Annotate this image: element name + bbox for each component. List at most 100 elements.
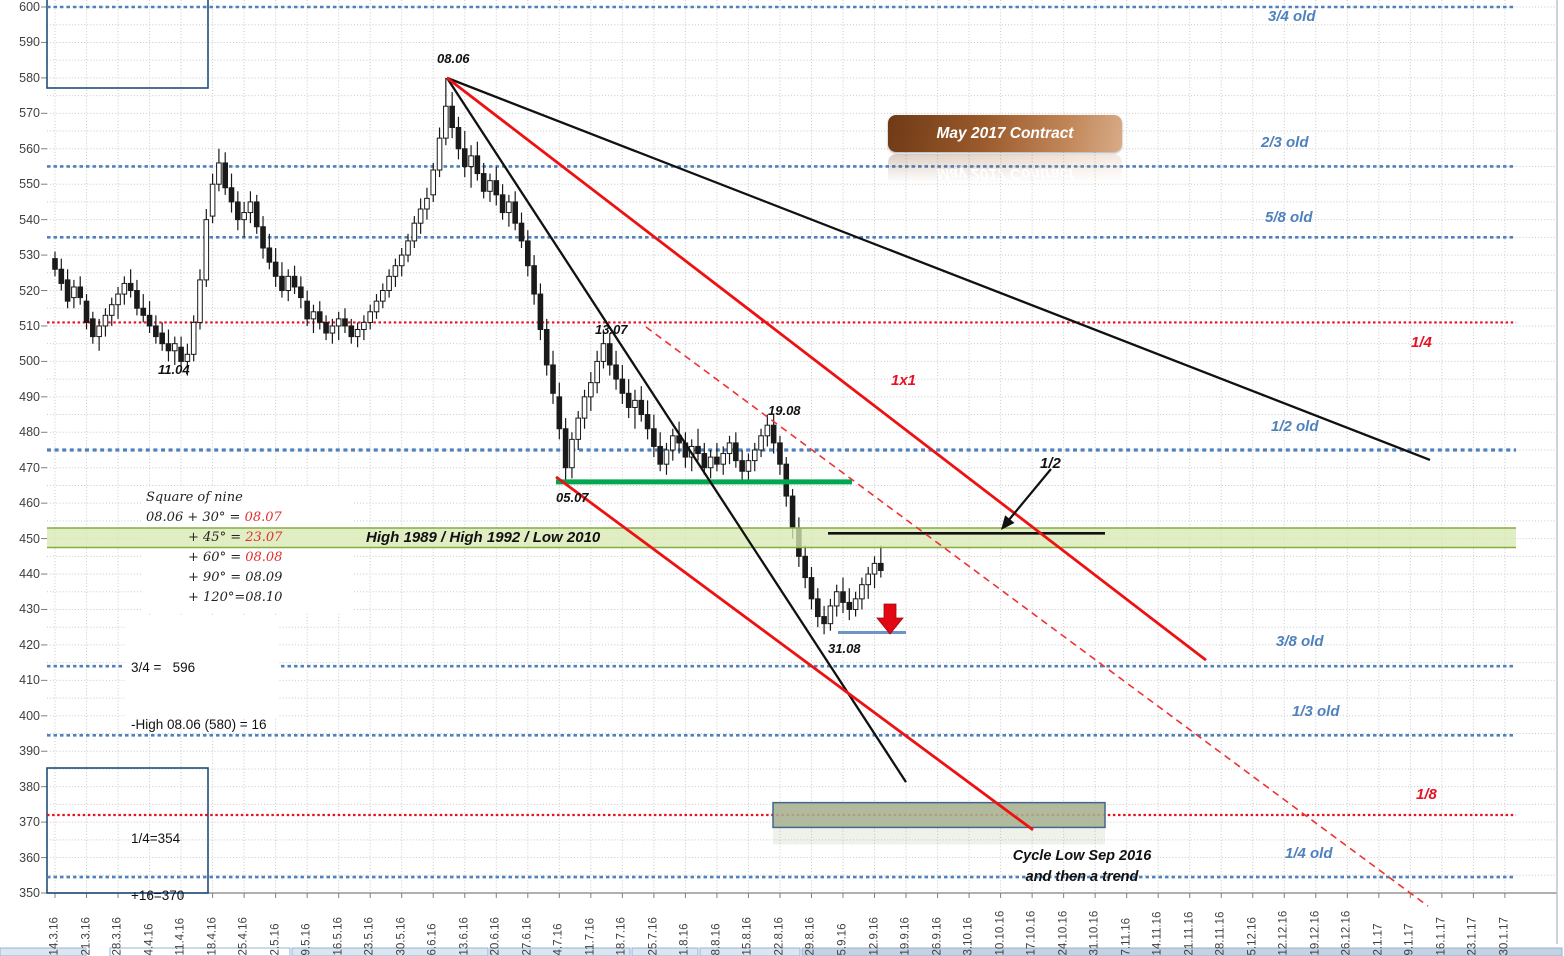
candle-body — [361, 321, 367, 331]
candle-body — [291, 275, 298, 288]
candle-body — [543, 329, 550, 366]
candle-body — [153, 325, 159, 338]
candle-body — [474, 155, 481, 175]
candle-body — [146, 314, 153, 327]
candle-body — [449, 105, 455, 128]
black-fan-steep — [446, 77, 907, 783]
candle-body — [461, 148, 468, 167]
candle-body — [531, 265, 537, 295]
selection-box — [46, 0, 209, 89]
candle-body — [241, 212, 247, 221]
candle-body — [840, 591, 846, 603]
candle-body — [814, 598, 821, 618]
candle-body — [632, 399, 638, 408]
candle-body — [209, 183, 216, 217]
candle-body — [178, 346, 184, 362]
candle-body — [821, 616, 827, 625]
red-from-july-low — [555, 475, 1034, 832]
projection-zone-box — [772, 801, 1106, 829]
red-down-arrow — [876, 603, 904, 635]
candle-body — [745, 460, 752, 472]
candle-body — [499, 194, 506, 214]
candle-body — [669, 435, 676, 451]
candle-body — [77, 286, 84, 299]
candle-body — [619, 378, 626, 394]
candle-body — [115, 293, 121, 306]
candle-body — [846, 601, 853, 610]
candle-body — [430, 169, 437, 196]
candle-body — [247, 201, 254, 214]
candle-body — [751, 449, 758, 462]
candle-body — [335, 318, 342, 327]
bottom-fragment — [0, 947, 87, 956]
candle-body — [701, 453, 708, 469]
candle-body — [562, 428, 569, 469]
candle-body — [468, 155, 474, 167]
candle-body — [556, 396, 563, 430]
candle-body — [707, 456, 714, 469]
candle-body — [222, 162, 229, 189]
candle-body — [159, 332, 165, 345]
candle-body — [316, 311, 323, 323]
candle-body — [865, 573, 872, 586]
candle-body — [354, 329, 361, 338]
candle-body — [770, 424, 777, 444]
red-dashed-projection — [645, 326, 1429, 907]
candle-body — [480, 173, 487, 192]
candle-body — [859, 584, 865, 600]
calc-note-backdrop — [125, 617, 278, 717]
candle-body — [197, 279, 203, 323]
candle-body — [764, 424, 771, 437]
projection-zone-reflection — [773, 828, 1105, 845]
candle-body — [720, 453, 727, 465]
bottom-fragment — [631, 947, 699, 956]
candle-body — [373, 300, 380, 313]
candle-body — [304, 300, 310, 320]
candle-body — [518, 222, 525, 242]
candle-body — [96, 325, 102, 338]
candle-body — [714, 456, 720, 465]
candle-body — [253, 201, 260, 228]
candle-body — [569, 438, 575, 469]
candle-body — [871, 562, 878, 575]
candle-body — [90, 318, 96, 338]
candle-body — [575, 417, 582, 440]
candle-body — [323, 321, 329, 334]
candle-body — [827, 605, 834, 625]
candle-body — [606, 343, 613, 366]
candle-body — [342, 318, 348, 327]
candle-body — [493, 180, 500, 196]
candle-body — [386, 275, 392, 292]
selection-box — [46, 767, 209, 894]
half-pointer-arrow-head — [1001, 515, 1015, 530]
candle-body — [298, 286, 304, 299]
candle-body — [260, 226, 266, 249]
candle-body — [310, 311, 317, 320]
candle-body — [613, 364, 619, 380]
candle-body — [512, 201, 518, 224]
candle-body — [216, 162, 222, 185]
candle-body — [878, 562, 884, 571]
candle-body — [808, 577, 815, 600]
bottom-fragment — [109, 947, 291, 956]
candle-body — [392, 265, 399, 277]
candle-body — [235, 201, 241, 221]
candle-body — [657, 445, 663, 465]
candle-body — [411, 222, 418, 242]
candle-body — [436, 137, 443, 171]
candle-body — [380, 290, 386, 302]
sq9-note-backdrop — [143, 487, 352, 612]
bottom-fragment — [489, 947, 631, 956]
candle-body — [165, 343, 172, 352]
candle-body — [405, 240, 411, 256]
bottom-fragment — [801, 947, 1563, 956]
candle-body — [279, 275, 285, 292]
candle-body — [58, 268, 65, 284]
candle-body — [550, 364, 556, 394]
candle-body — [833, 591, 840, 607]
candle-body — [644, 414, 651, 430]
black-fan-shallow — [446, 76, 1431, 461]
candle-body — [348, 325, 355, 338]
